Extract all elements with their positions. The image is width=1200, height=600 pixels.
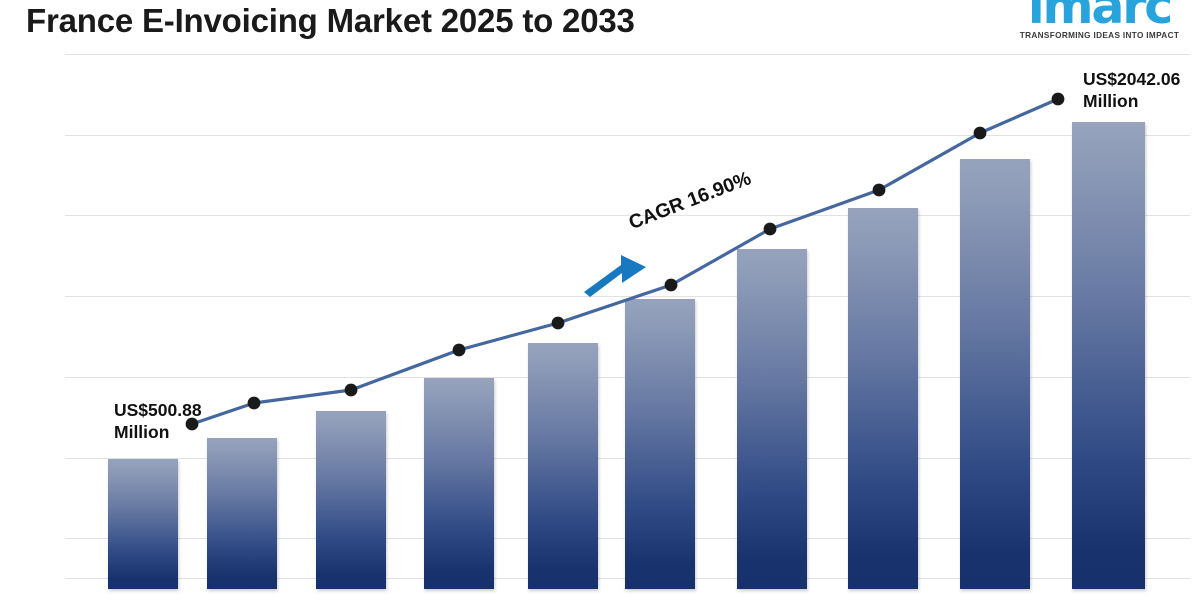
logo-wordmark: imarc: [1027, 0, 1173, 35]
trend-line: [190, 97, 1060, 426]
gridline: [65, 54, 1190, 55]
trend-marker: [247, 396, 261, 410]
trend-marker: [452, 343, 466, 357]
growth-arrow: [584, 255, 646, 297]
trend-marker: [973, 126, 987, 140]
trend-marker: [344, 383, 358, 397]
bar-2026: [316, 411, 386, 589]
trend-marker: [185, 417, 199, 431]
chart-header: France E-Invoicing Market 2025 to 2033 i…: [0, 0, 1200, 52]
bar-2028: [528, 343, 598, 589]
bar-2031: [848, 208, 918, 589]
bar-2024: [108, 459, 178, 589]
gridline: [65, 215, 1190, 216]
bar-2032: [960, 159, 1030, 589]
bar-2027: [424, 378, 494, 589]
trend-marker: [872, 183, 886, 197]
bar-2025: [207, 438, 277, 589]
logo-tagline: TRANSFORMING IDEAS INTO IMPACT: [1019, 31, 1180, 40]
trend-marker: [763, 222, 777, 236]
start-value-label: US$500.88 Million: [114, 400, 202, 442]
bar-2029: [625, 299, 695, 589]
imarc-logo: imarc TRANSFORMING IDEAS INTO IMPACT: [1007, 0, 1192, 41]
growth-arrow-icon: [584, 255, 646, 297]
bar-2030: [737, 249, 807, 589]
bar-2033: [1072, 122, 1145, 589]
end-value-label: US$2042.06 Million: [1083, 69, 1181, 111]
page-title: France E-Invoicing Market 2025 to 2033: [26, 2, 635, 39]
trend-marker: [1051, 92, 1065, 106]
gridline: [65, 296, 1190, 297]
trend-markers-group: [185, 92, 1065, 431]
trend-marker: [551, 316, 565, 330]
gridline: [65, 135, 1190, 136]
trend-marker: [664, 278, 678, 292]
